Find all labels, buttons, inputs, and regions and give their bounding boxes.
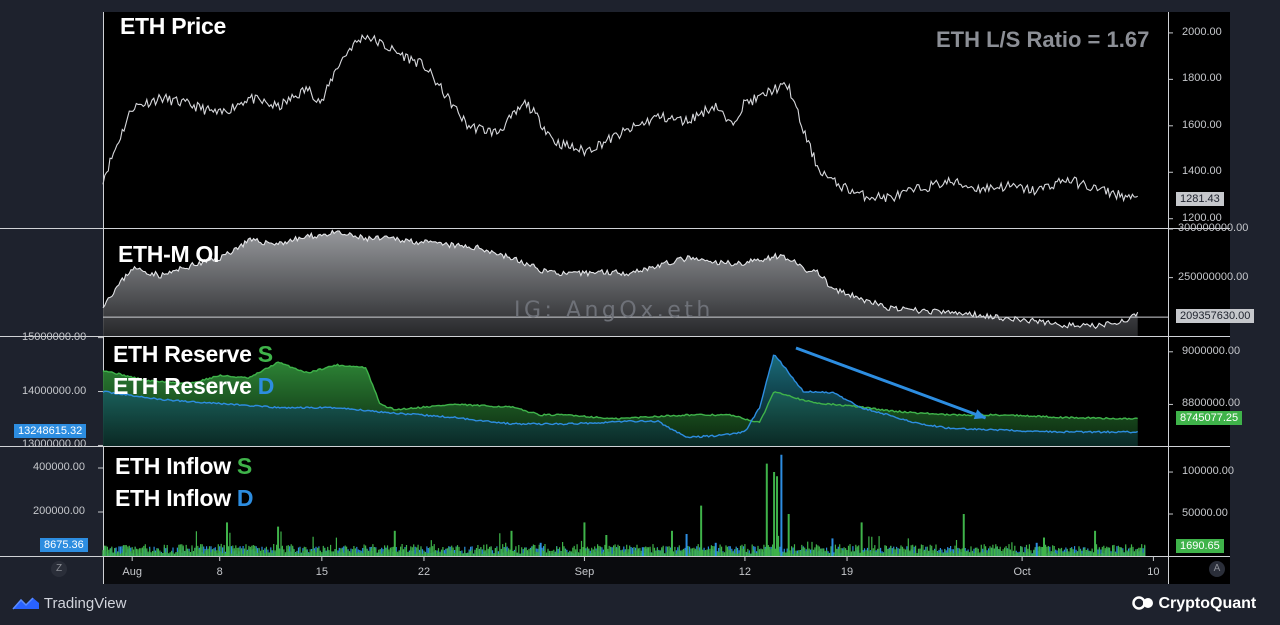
watermark: IG: AngOx.eth bbox=[514, 298, 714, 323]
trend-arrow-head bbox=[973, 409, 986, 420]
zoom-corner-button[interactable]: Z bbox=[51, 561, 67, 577]
price-line bbox=[102, 33, 1138, 203]
time-axis-label: Aug bbox=[122, 566, 142, 578]
time-axis-label: Sep bbox=[574, 566, 595, 578]
auto-scale-button[interactable]: A bbox=[1209, 561, 1225, 577]
price-axis-label: 1600.00 bbox=[1182, 118, 1222, 131]
oi-axis-label: 300000000.00 bbox=[1178, 221, 1249, 234]
inflow-s-last-value-tag: 1690.65 bbox=[1176, 538, 1224, 553]
time-axis-label: 12 bbox=[738, 566, 752, 578]
trend-arrow-line bbox=[795, 346, 987, 420]
inflow-title-s: ETH Inflow S bbox=[115, 453, 252, 479]
time-axis-label: 8 bbox=[216, 566, 223, 578]
oi-last-value-tag: 209357630.00 bbox=[1176, 309, 1255, 324]
reserve-right-axis-label: 8800000.00 bbox=[1182, 397, 1241, 410]
inflow-right-axis-label: 100000.00 bbox=[1182, 465, 1234, 478]
oi-line bbox=[102, 229, 1139, 330]
price-panel-title: ETH Price bbox=[120, 13, 226, 39]
inflow-d-last-value-tag: 8675.36 bbox=[40, 538, 88, 553]
tradingview-brand: TradingView bbox=[12, 595, 126, 612]
oi-panel-title: ETH-M OI bbox=[118, 241, 220, 267]
cryptoquant-brand: CryptoQuant bbox=[1132, 595, 1256, 613]
oi-axis-label: 250000000.00 bbox=[1178, 270, 1249, 283]
time-axis-label: 19 bbox=[840, 566, 854, 578]
reserve-d-last-value-tag: 13248615.32 bbox=[14, 424, 87, 439]
reserve-s-line bbox=[102, 361, 1138, 424]
time-axis-label: 15 bbox=[315, 566, 328, 578]
reserve-title-s: ETH Reserve S bbox=[113, 341, 273, 367]
reserve-d-line bbox=[102, 354, 1138, 439]
ls-ratio-annotation: ETH L/S Ratio = 1.67 bbox=[936, 27, 1150, 52]
reserve-left-axis-label: 15000000.00 bbox=[22, 330, 87, 343]
time-axis-strip bbox=[103, 556, 1168, 584]
inflow-left-axis-label: 400000.00 bbox=[33, 461, 85, 473]
time-axis-label: 10 bbox=[1147, 566, 1160, 578]
price-axis-label: 2000.00 bbox=[1182, 25, 1222, 38]
right-axis-strip bbox=[1168, 12, 1230, 584]
reserve-d-area bbox=[103, 355, 1138, 446]
inflow-right-axis-label: 50000.00 bbox=[1182, 507, 1228, 519]
time-axis-label: 22 bbox=[417, 566, 431, 578]
price-axis-label: 1800.00 bbox=[1182, 72, 1222, 85]
oi-area-fill bbox=[103, 230, 1138, 336]
tradingview-logo-icon bbox=[12, 597, 39, 610]
price-axis-label: 1200.00 bbox=[1182, 211, 1222, 224]
reserve-left-axis-label: 13000000.00 bbox=[22, 438, 87, 451]
price-last-value-tag: 1281.43 bbox=[1176, 191, 1224, 206]
price-axis-label: 1400.00 bbox=[1182, 165, 1222, 178]
reserve-title-d: ETH Reserve D bbox=[113, 373, 275, 399]
inflow-title-d: ETH Inflow D bbox=[115, 485, 254, 511]
cryptoquant-logo-icon bbox=[1132, 596, 1153, 610]
reserve-left-axis-label: 14000000.00 bbox=[22, 384, 87, 397]
reserve-s-last-value-tag: 8745077.25 bbox=[1176, 410, 1243, 425]
reserve-right-axis-label: 9000000.00 bbox=[1182, 344, 1241, 357]
inflow-left-axis-label: 200000.00 bbox=[33, 505, 85, 517]
inflow-s-bars bbox=[102, 531, 1146, 556]
time-axis-label: Oct bbox=[1013, 566, 1031, 578]
